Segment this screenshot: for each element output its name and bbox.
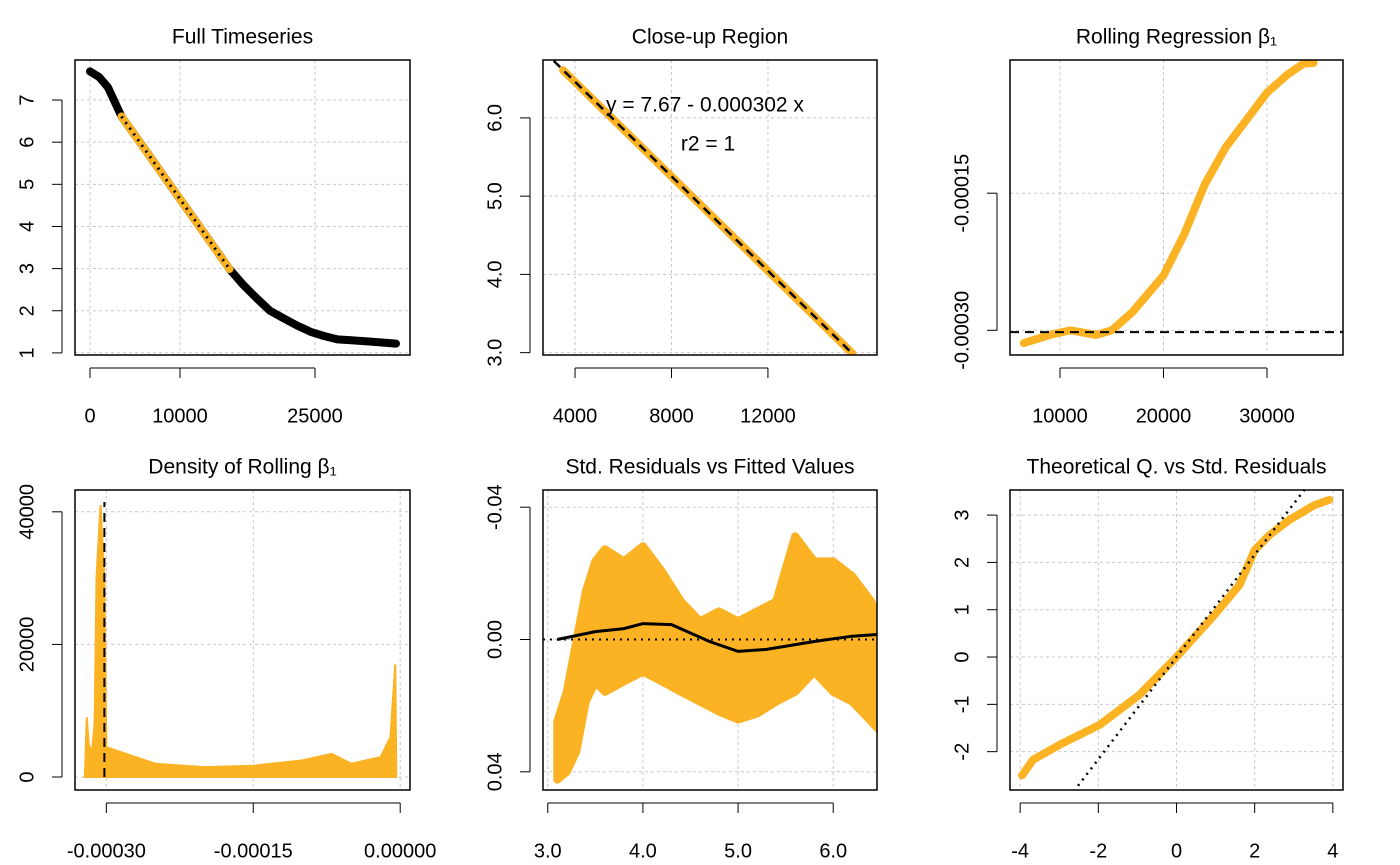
y-tick-label: 0.04 bbox=[484, 752, 506, 791]
panel: Std. Residuals vs Fitted Values 3.0 4.0 5.0… bbox=[484, 456, 878, 862]
y-tick-label: -2 bbox=[951, 743, 973, 761]
plot-frame bbox=[542, 59, 878, 356]
plot-frame bbox=[74, 489, 411, 791]
fit-line bbox=[551, 60, 856, 355]
y-tick-label: 40000 bbox=[16, 484, 38, 540]
y-tick-label: 6.0 bbox=[484, 104, 506, 132]
line bbox=[556, 622, 877, 653]
panel: Density of Rolling β₁ -0.00030 -0.00015 0.0… bbox=[16, 456, 436, 863]
panel-title: Rolling Regression β₁ bbox=[1076, 26, 1277, 49]
y-tick-label: 5 bbox=[16, 179, 38, 190]
y-tick-label: 3.0 bbox=[484, 339, 506, 367]
annotation: r2 = 1 bbox=[681, 133, 735, 156]
plot-area bbox=[551, 60, 857, 355]
point-trace bbox=[1018, 495, 1334, 780]
x-tick-label: 3.0 bbox=[534, 840, 562, 862]
x-tick-label: 30000 bbox=[1239, 405, 1295, 427]
annotation: y = 7.67 - 0.000302 x bbox=[606, 94, 804, 117]
y-tick-label: -0.00015 bbox=[951, 154, 973, 233]
fit-line bbox=[1073, 490, 1306, 790]
y-tick-label: 0 bbox=[16, 771, 38, 782]
panel-title: Theoretical Q. vs Std. Residuals bbox=[1027, 456, 1327, 479]
panel-title: Std. Residuals vs Fitted Values bbox=[565, 456, 854, 479]
plot-area bbox=[83, 502, 398, 778]
panel-title: Density of Rolling β₁ bbox=[148, 456, 336, 479]
y-tick-label: 7 bbox=[16, 94, 38, 105]
x-tick-label: 6.0 bbox=[819, 840, 847, 862]
y-tick-label: 1 bbox=[16, 347, 38, 358]
y-tick-label: 4.0 bbox=[484, 260, 506, 288]
panel-title: Close-up Region bbox=[632, 26, 788, 49]
plot-frame bbox=[542, 489, 878, 791]
panel: Rolling Regression β₁ 10000 20000 30000 -0.0… bbox=[951, 26, 1344, 427]
y-tick-label: 20000 bbox=[16, 617, 38, 673]
y-tick-label: 0 bbox=[951, 651, 973, 662]
y-tick-label: -0.04 bbox=[484, 484, 506, 530]
y-tick-label: 6 bbox=[16, 137, 38, 148]
x-tick-label: 10000 bbox=[152, 405, 208, 427]
x-tick-label: 0 bbox=[1171, 840, 1182, 862]
y-tick-label: 1 bbox=[951, 604, 973, 615]
x-tick-label: -0.00030 bbox=[67, 840, 146, 862]
plot-area bbox=[1010, 60, 1343, 348]
plot-frame bbox=[1009, 59, 1344, 356]
x-tick-label: 4000 bbox=[553, 405, 598, 427]
x-tick-label: 5.0 bbox=[724, 840, 752, 862]
point-trace bbox=[86, 67, 400, 348]
x-tick-label: -4 bbox=[1011, 840, 1029, 862]
x-tick-label: 25000 bbox=[287, 405, 343, 427]
x-tick-label: -2 bbox=[1089, 840, 1107, 862]
plot-area bbox=[86, 67, 400, 348]
panel-title: Full Timeseries bbox=[172, 26, 313, 49]
line bbox=[120, 115, 231, 270]
y-tick-label: -0.00030 bbox=[951, 291, 973, 370]
plot-area bbox=[543, 532, 877, 784]
x-tick-label: 0.00000 bbox=[364, 840, 436, 862]
x-tick-label: 20000 bbox=[1136, 405, 1192, 427]
x-tick-label: 8000 bbox=[649, 405, 694, 427]
x-tick-label: 4 bbox=[1327, 840, 1338, 862]
x-tick-label: -0.00015 bbox=[214, 840, 293, 862]
panel: Theoretical Q. vs Std. Residuals -4 -2 0 2 4 -… bbox=[951, 456, 1344, 862]
x-tick-label: 2 bbox=[1249, 840, 1260, 862]
y-tick-label: 0.00 bbox=[484, 620, 506, 659]
plot-area bbox=[1018, 490, 1334, 790]
x-tick-label: 10000 bbox=[1032, 405, 1088, 427]
y-tick-label: 4 bbox=[16, 221, 38, 232]
x-tick-label: 4.0 bbox=[629, 840, 657, 862]
x-tick-label: 12000 bbox=[740, 405, 796, 427]
x-tick-label: 0 bbox=[84, 405, 95, 427]
y-tick-label: 3 bbox=[951, 510, 973, 521]
y-tick-label: 2 bbox=[16, 305, 38, 316]
density-area bbox=[83, 505, 398, 778]
plot-frame bbox=[74, 59, 411, 356]
plot-frame bbox=[1009, 489, 1344, 791]
point-trace bbox=[1019, 60, 1318, 348]
y-tick-label: -1 bbox=[951, 695, 973, 713]
y-tick-label: 5.0 bbox=[484, 182, 506, 210]
y-tick-label: 3 bbox=[16, 263, 38, 274]
y-tick-label: 2 bbox=[951, 557, 973, 568]
panel: Full Timeseries 0 10000 25000 1 2 3 4 5 6 7 bbox=[16, 26, 411, 427]
panel: Close-up Region 4000 8000 12000 3.0 4.0 5.0 6.0… bbox=[484, 26, 878, 427]
residual-cloud bbox=[553, 532, 877, 784]
